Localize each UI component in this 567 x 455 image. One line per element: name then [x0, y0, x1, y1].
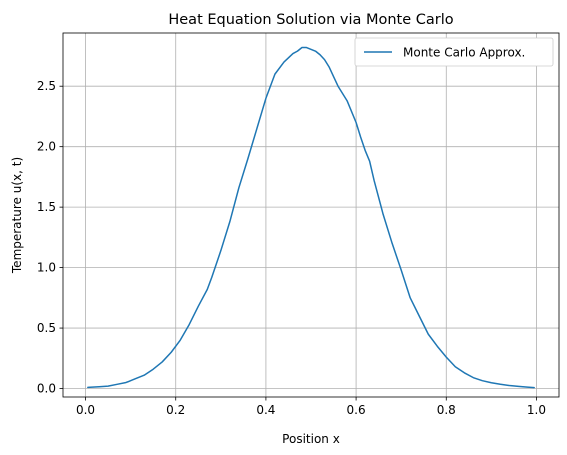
legend-box	[354, 37, 554, 67]
y-tick-label: 2.5	[37, 79, 56, 93]
y-tick-label: 1.5	[37, 200, 56, 214]
x-tick-label: 0.8	[437, 403, 456, 417]
y-tick-label: 1.0	[37, 261, 56, 275]
x-axis-title: Position x	[282, 432, 340, 446]
x-tick-label: 0.2	[166, 403, 185, 417]
series-line	[87, 46, 535, 389]
plot-frame	[62, 32, 560, 398]
x-tick-label: 0.6	[347, 403, 366, 417]
series-layer	[87, 46, 535, 389]
y-axis-title: Temperature u(x, t)	[10, 157, 24, 274]
x-tick-label: 0.0	[76, 403, 95, 417]
x-tick-label: 1.0	[527, 403, 546, 417]
y-tick-label: 0.0	[37, 382, 56, 396]
y-tick-label: 2.0	[37, 140, 56, 154]
x-tick-label: 0.4	[256, 403, 275, 417]
legend: Monte Carlo Approx.	[354, 37, 554, 67]
y-tick-label: 0.5	[37, 321, 56, 335]
plot-area	[63, 33, 559, 397]
legend-label: Monte Carlo Approx.	[403, 46, 525, 60]
chart-title: Heat Equation Solution via Monte Carlo	[168, 12, 453, 28]
axis-ticks: 0.0 0.2 0.4 0.6 0.8 1.0 0.0 0.5 1.0 1.5 2.0 2.5	[37, 79, 546, 417]
grid-lines	[63, 33, 559, 397]
